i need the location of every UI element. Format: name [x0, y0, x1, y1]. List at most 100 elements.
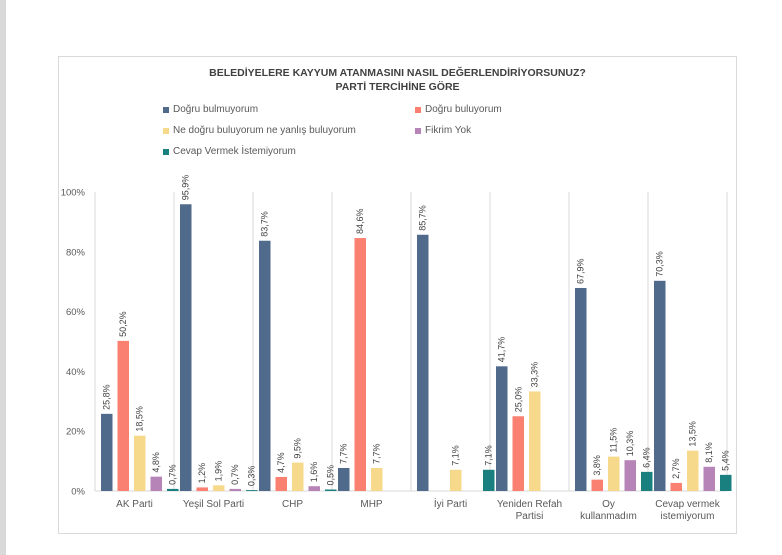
- legend-item: Fikrim Yok: [415, 125, 471, 136]
- legend-item: Doğru buluyorum: [415, 104, 502, 115]
- data-label: 0,3%: [247, 466, 257, 487]
- bar: [117, 340, 129, 491]
- data-label: 83,7%: [260, 211, 270, 237]
- bar: [325, 489, 337, 491]
- y-tick-label: 80%: [66, 247, 86, 258]
- data-label: 25,0%: [513, 387, 523, 413]
- chart-subtitle: PARTİ TERCİHİNE GÖRE: [335, 81, 460, 93]
- bar: [246, 490, 258, 491]
- bar: [229, 488, 241, 491]
- data-label: 9,5%: [293, 438, 303, 459]
- data-label: 41,7%: [497, 337, 507, 363]
- data-label: 7,1%: [484, 445, 494, 466]
- bar: [496, 366, 508, 491]
- bar: [654, 280, 666, 491]
- bar: [687, 450, 699, 491]
- data-label: 18,5%: [135, 406, 145, 432]
- bar: [450, 469, 462, 491]
- bar: [134, 435, 146, 491]
- data-label: 0,7%: [230, 464, 240, 485]
- bar: [591, 479, 603, 491]
- category-label: İyi Parti: [434, 497, 467, 510]
- y-tick-label: 60%: [66, 307, 86, 318]
- data-label: 7,7%: [372, 443, 382, 464]
- bar: [150, 476, 162, 491]
- bar: [608, 456, 620, 491]
- category-label: Partisi: [516, 511, 544, 522]
- data-label: 85,7%: [418, 205, 428, 231]
- category-label: AK Parti: [116, 499, 153, 510]
- bar: [167, 488, 179, 491]
- bar: [483, 469, 495, 491]
- chart-title-block: BELEDİYELERE KAYYUM ATANMASINI NASIL DEĞ…: [58, 66, 737, 94]
- data-label: 0,5%: [326, 465, 336, 486]
- data-label: 8,1%: [704, 442, 714, 463]
- legend-label: Cevap Vermek İstemiyorum: [173, 146, 296, 157]
- bar: [308, 486, 320, 491]
- data-label: 95,9%: [181, 175, 191, 201]
- bar: [338, 467, 350, 491]
- legend-swatch: [415, 127, 421, 134]
- data-label: 33,3%: [530, 362, 540, 388]
- category-label: CHP: [282, 499, 303, 510]
- category-label: MHP: [360, 499, 383, 510]
- bar: [529, 391, 541, 491]
- data-label: 0,7%: [168, 464, 178, 485]
- category-label: istemiyorum: [661, 511, 715, 522]
- category-label: Cevap vermek: [655, 499, 720, 510]
- data-label: 25,8%: [102, 384, 112, 410]
- page-left-rule: [0, 0, 6, 555]
- bar: [275, 476, 287, 491]
- legend-label: Ne doğru buluyorum ne yanlış buluyorum: [173, 125, 356, 136]
- bar: [354, 238, 366, 491]
- legend-item: Ne doğru buluyorum ne yanlış buluyorum: [163, 125, 356, 136]
- data-label: 5,4%: [721, 450, 731, 471]
- bar: [196, 487, 208, 491]
- legend-swatch: [163, 106, 169, 113]
- data-label: 67,9%: [576, 258, 586, 284]
- bar: [213, 485, 225, 491]
- bar: [180, 204, 192, 491]
- data-label: 6,4%: [642, 447, 652, 468]
- data-label: 13,5%: [688, 421, 698, 447]
- data-label: 3,8%: [592, 455, 602, 476]
- legend-label: Doğru buluyorum: [425, 104, 502, 115]
- bar: [101, 413, 113, 491]
- data-label: 1,6%: [309, 462, 319, 483]
- y-tick-label: 20%: [66, 427, 86, 438]
- category-label: Yeniden Refah: [497, 499, 562, 510]
- y-tick-label: 100%: [61, 188, 86, 199]
- legend-swatch: [163, 127, 169, 134]
- bar: [371, 467, 383, 491]
- bar: [575, 287, 587, 491]
- bar: [259, 240, 271, 491]
- legend-swatch: [163, 148, 169, 155]
- data-label: 1,2%: [197, 463, 207, 484]
- data-label: 11,5%: [609, 428, 619, 453]
- legend-label: Fikrim Yok: [425, 125, 472, 136]
- y-tick-label: 40%: [66, 367, 86, 378]
- bar: [417, 234, 429, 491]
- category-label: Oy: [602, 499, 615, 510]
- bar: [624, 460, 636, 491]
- legend-swatch: [415, 106, 421, 113]
- data-label: 84,6%: [355, 209, 365, 235]
- legend-item: Doğru bulmuyorum: [163, 104, 258, 115]
- category-label: Yeşil Sol Parti: [183, 499, 244, 510]
- legend-item: Cevap Vermek İstemiyorum: [163, 146, 296, 157]
- legend-label: Doğru bulmuyorum: [173, 104, 259, 115]
- data-label: 10,3%: [625, 431, 635, 457]
- bar: [703, 466, 715, 491]
- data-label: 50,2%: [118, 311, 128, 337]
- data-label: 4,8%: [151, 452, 161, 473]
- y-tick-label: 0%: [71, 487, 85, 498]
- category-label: kullanmadım: [580, 511, 637, 522]
- bar: [670, 482, 682, 491]
- data-label: 7,1%: [451, 445, 461, 466]
- bar: [512, 416, 524, 491]
- bar: [720, 474, 732, 491]
- data-label: 2,7%: [671, 458, 681, 479]
- data-label: 4,7%: [276, 452, 286, 473]
- chart-title: BELEDİYELERE KAYYUM ATANMASINI NASIL DEĞ…: [209, 67, 586, 79]
